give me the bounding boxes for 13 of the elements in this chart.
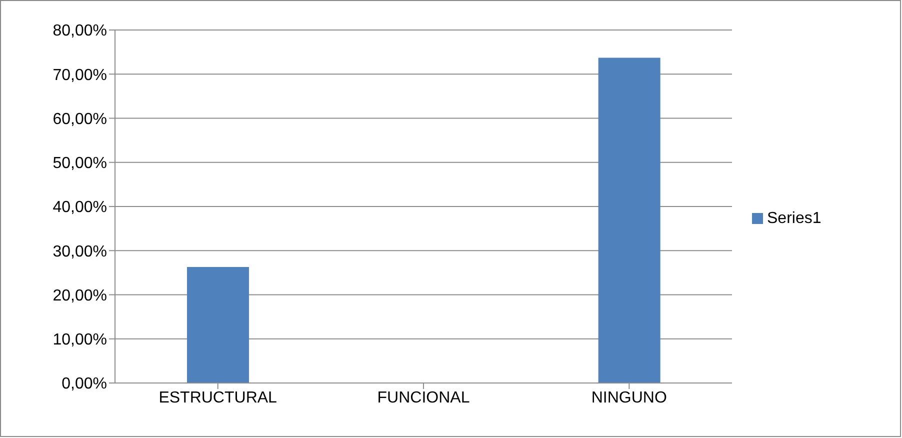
y-tick-label: 0,00% [62,376,107,393]
x-tick-label: FUNCIONAL [377,389,470,406]
y-tick-label: 30,00% [52,243,107,260]
y-tick-label: 20,00% [52,287,107,304]
y-tick-label: 10,00% [52,332,107,349]
y-tick-label: 40,00% [52,199,107,216]
legend-label: Series1 [767,210,822,227]
x-tick-label: ESTRUCTURAL [158,389,278,406]
y-tick-label: 50,00% [52,155,107,172]
y-tick-label: 60,00% [52,110,107,128]
y-tick-label: 70,00% [52,66,107,84]
y-tick-label: 80,00% [52,22,107,40]
x-tick-label: NINGUNO [591,389,667,406]
